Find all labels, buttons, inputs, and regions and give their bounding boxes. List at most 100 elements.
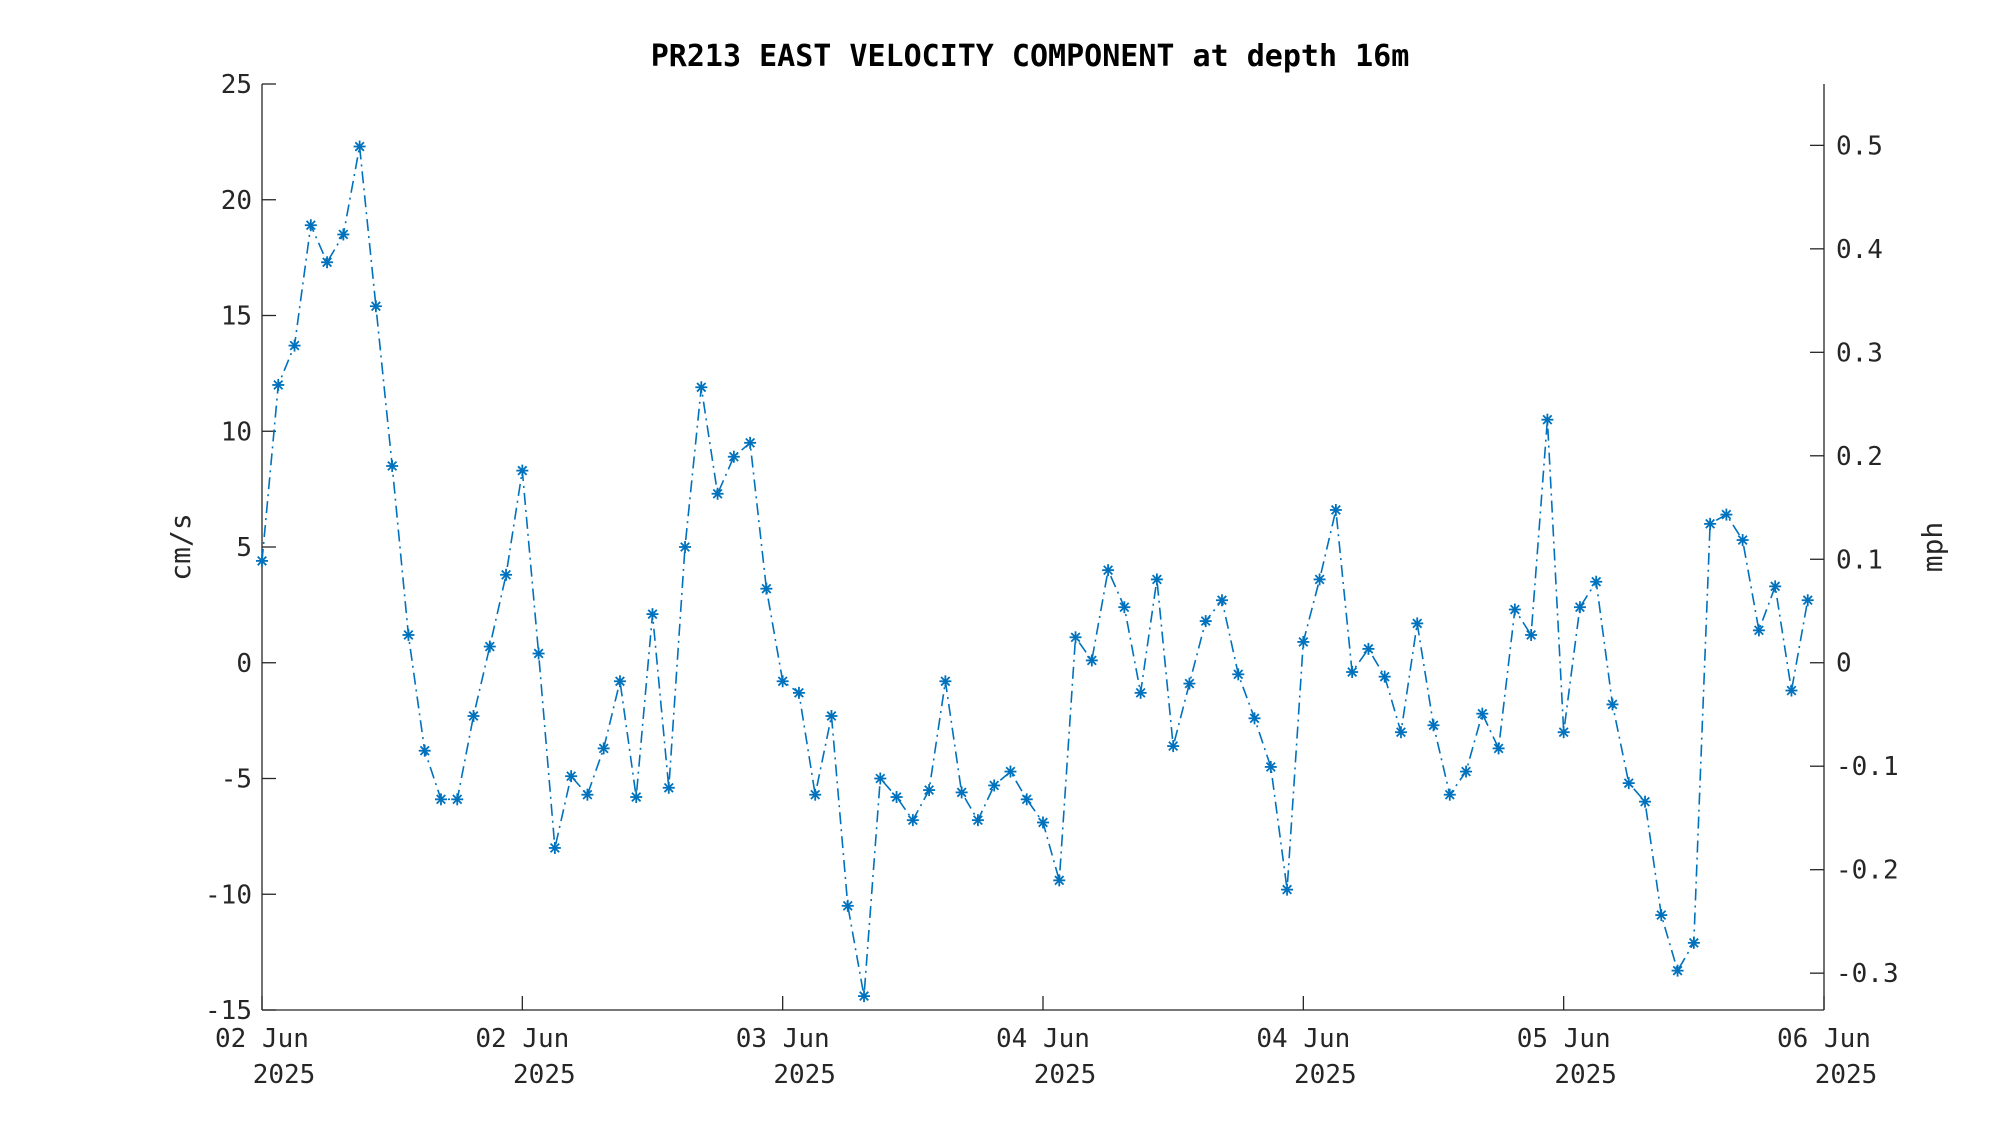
right-y-ticks: -0.3 -0.2 -0.1 0 0.1 0.2 0.3 0.4 0.5 — [1810, 131, 1899, 989]
data-point-marker — [1264, 760, 1277, 773]
data-point-marker — [1541, 413, 1554, 426]
data-point-marker — [1004, 765, 1017, 778]
data-point-marker — [955, 786, 968, 799]
series-group — [256, 140, 1814, 1003]
data-point-marker — [1199, 615, 1212, 628]
data-point-marker — [1297, 635, 1310, 648]
data-point-marker — [711, 487, 724, 500]
x-tick-label-year: 2025 — [1294, 1060, 1357, 1090]
data-point-marker — [1573, 601, 1586, 614]
data-point-marker — [613, 675, 626, 688]
data-point-marker — [1053, 874, 1066, 887]
data-point-marker — [662, 781, 675, 794]
data-point-marker — [1313, 573, 1326, 586]
data-point-marker — [1232, 668, 1245, 681]
data-point-marker — [923, 784, 936, 797]
right-y-tick-label: 0.4 — [1836, 235, 1883, 265]
y2-axis-label: mph — [1916, 522, 1949, 573]
data-point-marker — [1476, 707, 1489, 720]
data-point-marker — [256, 554, 268, 567]
data-point-marker — [809, 788, 822, 801]
right-y-tick-label: 0.5 — [1836, 131, 1883, 161]
data-point-marker — [874, 772, 887, 785]
data-point-marker — [581, 788, 594, 801]
data-point-marker — [516, 464, 529, 477]
data-point-marker — [548, 841, 561, 854]
data-point-marker — [679, 541, 692, 553]
data-point-marker — [841, 899, 854, 912]
data-point-marker — [1639, 795, 1652, 808]
data-point-marker — [1769, 580, 1782, 593]
data-point-marker — [1378, 670, 1391, 683]
data-point-marker — [792, 686, 805, 699]
data-point-marker — [418, 744, 431, 757]
data-point-marker — [939, 675, 952, 688]
data-point-marker — [988, 779, 1001, 792]
right-y-tick-label: -0.1 — [1836, 752, 1899, 782]
data-point-marker — [1020, 793, 1033, 806]
data-point-marker — [1134, 686, 1147, 699]
data-point-marker — [858, 990, 871, 1003]
data-point-marker — [1329, 503, 1342, 516]
data-point-marker — [1590, 575, 1603, 588]
data-point-marker — [1655, 909, 1668, 922]
chart-title: PR213 EAST VELOCITY COMPONENT at depth 1… — [651, 39, 1410, 74]
data-point-marker — [1167, 740, 1180, 753]
right-y-tick-label: 0.2 — [1836, 442, 1883, 472]
data-point-marker — [1622, 777, 1635, 790]
left-y-tick-label: 0 — [236, 649, 252, 679]
data-point-marker — [565, 770, 578, 783]
x-tick-label: 03 Jun — [736, 1024, 830, 1054]
data-point-marker — [630, 791, 643, 804]
left-y-tick-label: -10 — [205, 880, 252, 910]
data-point-marker — [337, 228, 350, 241]
data-point-marker — [1118, 601, 1131, 614]
data-point-marker — [288, 339, 301, 352]
x-tick-label: 02 Jun — [475, 1024, 569, 1054]
right-y-tick-label: -0.2 — [1836, 856, 1899, 886]
data-point-marker — [1183, 677, 1196, 690]
left-y-tick-label: 10 — [221, 417, 252, 447]
data-point-marker — [1687, 936, 1700, 949]
x-tick-label-year: 2025 — [1815, 1060, 1878, 1090]
left-y-tick-label: -15 — [205, 996, 252, 1026]
data-point-marker — [890, 791, 903, 804]
x-tick-label: 02 Jun — [215, 1024, 309, 1054]
data-point-marker — [483, 640, 496, 653]
left-y-tick-label: 5 — [236, 533, 252, 563]
data-point-marker — [369, 300, 382, 313]
left-y-ticks: -15 -10 -5 0 5 10 15 20 25 — [205, 70, 276, 1026]
data-point-marker — [1346, 666, 1359, 679]
x-tick-label: 04 Jun — [996, 1024, 1090, 1054]
data-point-marker — [1281, 883, 1294, 896]
x-tick-label-year: 2025 — [1554, 1060, 1617, 1090]
right-y-tick-label: -0.3 — [1836, 959, 1899, 989]
x-tick-label: 06 Jun — [1777, 1024, 1871, 1054]
x-tick-label-year: 2025 — [513, 1060, 576, 1090]
data-point-marker — [1736, 534, 1749, 547]
data-point-marker — [1508, 603, 1521, 616]
data-point-marker — [434, 793, 447, 806]
left-y-tick-label: -5 — [221, 765, 252, 795]
data-point-marker — [727, 450, 740, 463]
y-axis-label: cm/s — [164, 513, 197, 580]
data-point-marker — [695, 381, 708, 394]
data-point-marker — [1785, 684, 1798, 697]
data-point-marker — [1248, 712, 1261, 725]
data-point-marker — [272, 378, 285, 391]
data-point-marker — [906, 814, 919, 827]
data-point-marker — [1557, 726, 1570, 739]
data-point-marker — [1102, 564, 1115, 577]
data-point-marker — [353, 140, 366, 153]
left-y-tick-label: 20 — [221, 186, 252, 216]
data-point-marker — [1215, 594, 1228, 607]
data-point-marker — [825, 709, 838, 722]
data-point-marker — [597, 742, 610, 755]
data-point-marker — [1085, 654, 1098, 667]
data-point-marker — [971, 814, 984, 827]
data-point-marker — [386, 459, 399, 472]
data-point-marker — [744, 436, 757, 449]
data-point-marker — [1427, 719, 1440, 732]
x-tick-label-year: 2025 — [773, 1060, 836, 1090]
x-tick-label-year: 2025 — [253, 1060, 316, 1090]
